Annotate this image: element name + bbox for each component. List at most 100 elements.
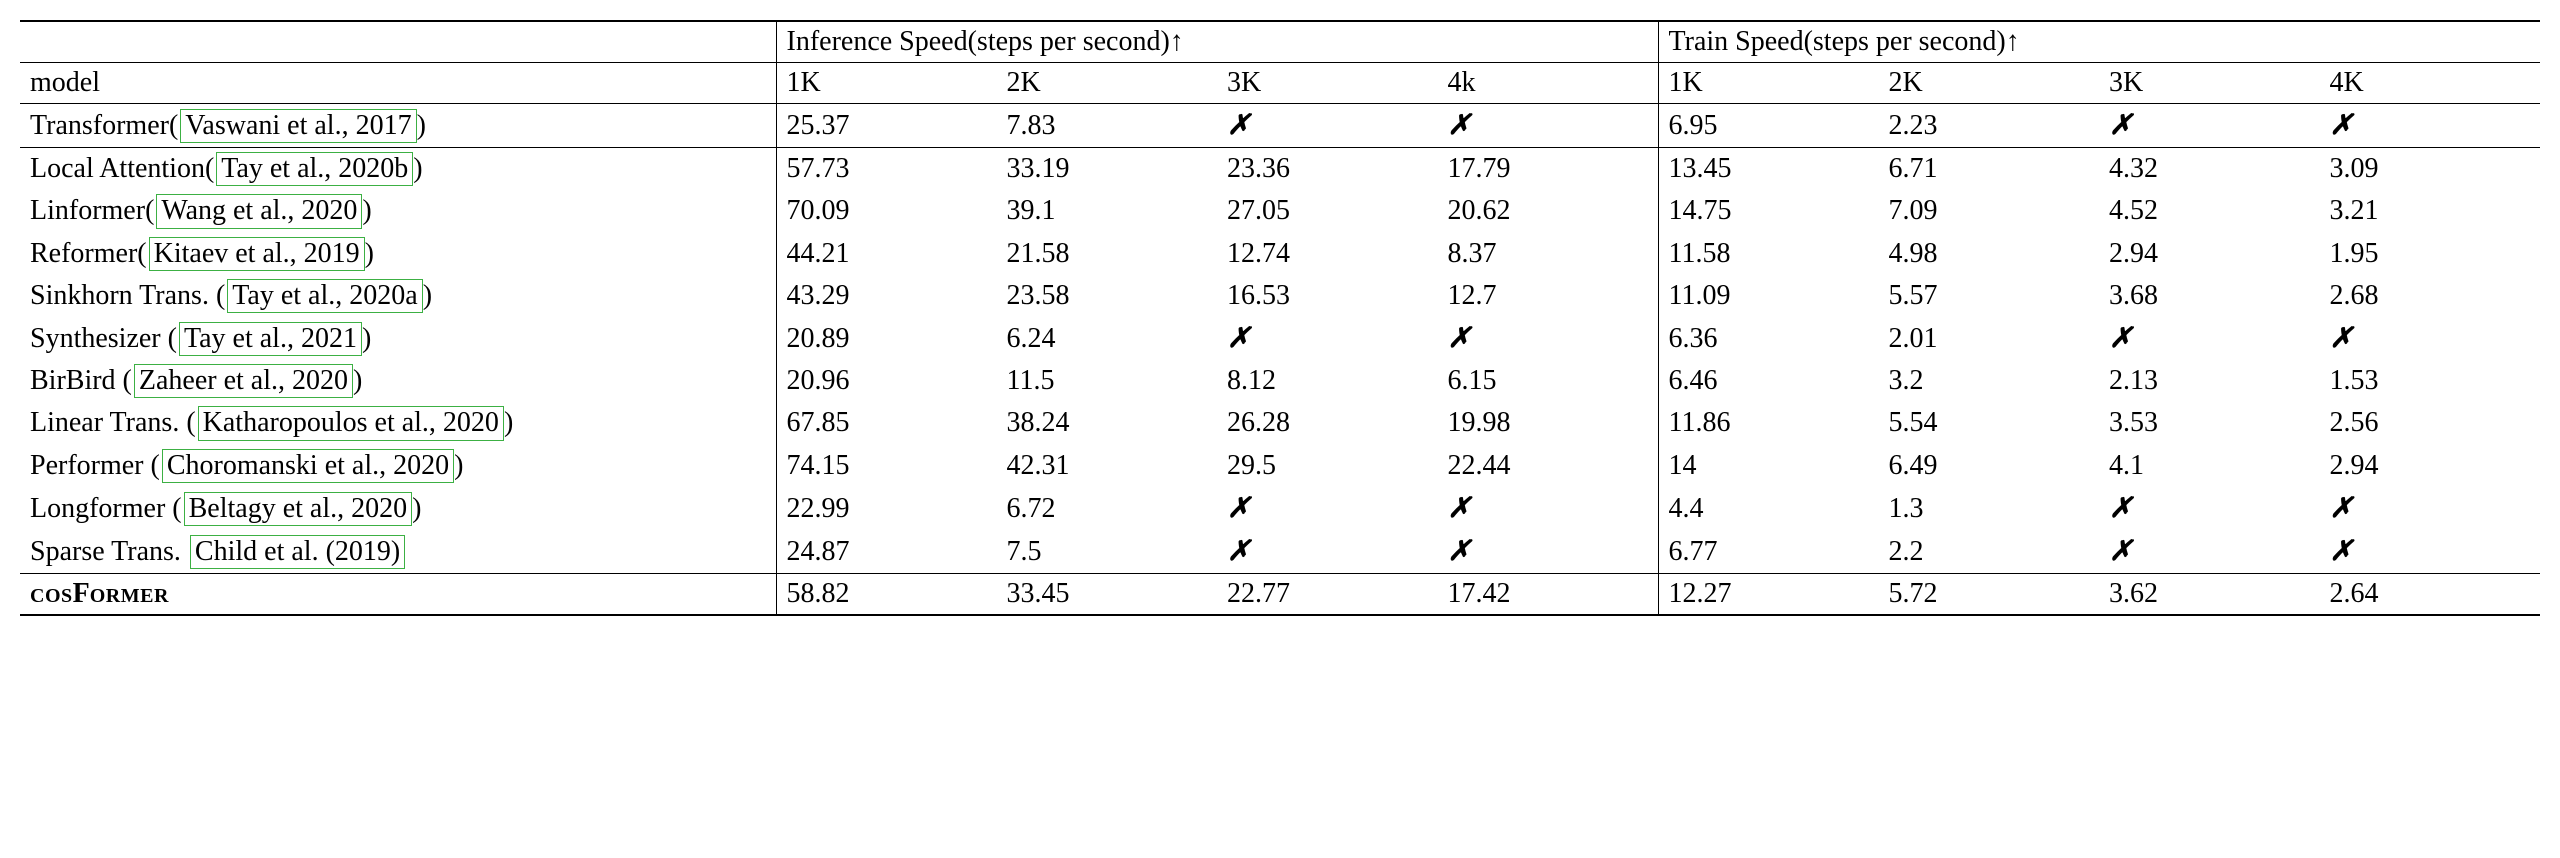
table-cell: 4.52: [2099, 190, 2320, 232]
table-cell: ✗: [1217, 104, 1438, 148]
table-cell: 39.1: [997, 190, 1218, 232]
header-empty: [20, 21, 776, 63]
table-cell: 20.96: [776, 360, 997, 402]
table-cell: ✗: [2320, 487, 2541, 530]
table-cell: 5.72: [1879, 574, 2100, 616]
table-row: Linear Trans. (Katharopoulos et al., 202…: [20, 402, 2540, 444]
model-name: Local Attention(Tay et al., 2020b): [20, 148, 776, 191]
model-name: Linformer(Wang et al., 2020): [20, 190, 776, 232]
table-cell: ✗: [1217, 317, 1438, 360]
table-cell: 6.15: [1438, 360, 1659, 402]
table-row: Longformer (Beltagy et al., 2020)22.996.…: [20, 487, 2540, 530]
table-cell: 7.83: [997, 104, 1218, 148]
table-cell: 33.19: [997, 148, 1218, 191]
table-cell: 6.71: [1879, 148, 2100, 191]
table-cell: 12.27: [1658, 574, 1879, 616]
table-cell: 67.85: [776, 402, 997, 444]
table-cell: 6.77: [1658, 530, 1879, 574]
table-cell: 2.01: [1879, 317, 2100, 360]
table-cell: 6.95: [1658, 104, 1879, 148]
table-cell: 58.82: [776, 574, 997, 616]
table-cell: 2.94: [2320, 445, 2541, 487]
header-group-row: Inference Speed(steps per second)↑ Train…: [20, 21, 2540, 63]
table-cell: 16.53: [1217, 275, 1438, 317]
col-inf-2k: 2K: [997, 63, 1218, 104]
table-cell: 13.45: [1658, 148, 1879, 191]
citation-link[interactable]: Beltagy et al., 2020: [184, 492, 413, 526]
col-inf-1k: 1K: [776, 63, 997, 104]
table-cell: 2.56: [2320, 402, 2541, 444]
table-cell: 43.29: [776, 275, 997, 317]
citation-link[interactable]: Child et al. (2019): [190, 535, 405, 569]
table-cell: 1.95: [2320, 233, 2541, 275]
table-cell: 8.12: [1217, 360, 1438, 402]
table-cell: 12.74: [1217, 233, 1438, 275]
table-cell: 5.57: [1879, 275, 2100, 317]
table-cell: ✗: [1217, 487, 1438, 530]
table-cell: 26.28: [1217, 402, 1438, 444]
citation-link[interactable]: Tay et al., 2020a: [227, 279, 422, 313]
table-cell: 38.24: [997, 402, 1218, 444]
table-cell: 3.53: [2099, 402, 2320, 444]
table-cell: 3.68: [2099, 275, 2320, 317]
table-cell: 27.05: [1217, 190, 1438, 232]
citation-link[interactable]: Zaheer et al., 2020: [134, 364, 353, 398]
table-cell: 22.77: [1217, 574, 1438, 616]
citation-link[interactable]: Choromanski et al., 2020: [162, 449, 454, 483]
model-name: Longformer (Beltagy et al., 2020): [20, 487, 776, 530]
table-cell: 11.58: [1658, 233, 1879, 275]
model-name: BirBird (Zaheer et al., 2020): [20, 360, 776, 402]
table-cell: 2.68: [2320, 275, 2541, 317]
model-name: Sparse Trans. Child et al. (2019): [20, 530, 776, 574]
table-cell: ✗: [2320, 104, 2541, 148]
col-inf-3k: 3K: [1217, 63, 1438, 104]
model-name: Reformer(Kitaev et al., 2019): [20, 233, 776, 275]
table-row: Transformer(Vaswani et al., 2017)25.377.…: [20, 104, 2540, 148]
table-cell: 6.72: [997, 487, 1218, 530]
table-cell: 17.79: [1438, 148, 1659, 191]
table-cell: ✗: [1438, 104, 1659, 148]
table-cell: 25.37: [776, 104, 997, 148]
table-cell: 2.2: [1879, 530, 2100, 574]
table-row: Local Attention(Tay et al., 2020b)57.733…: [20, 148, 2540, 191]
table-cell: 17.42: [1438, 574, 1659, 616]
table-cell: 14: [1658, 445, 1879, 487]
citation-link[interactable]: Tay et al., 2021: [179, 322, 362, 356]
table-cell: 1.53: [2320, 360, 2541, 402]
col-inf-4k: 4k: [1438, 63, 1659, 104]
table-cell: 29.5: [1217, 445, 1438, 487]
table-cell: 22.44: [1438, 445, 1659, 487]
table-cell: ✗: [2099, 487, 2320, 530]
table-row-cosformer: cosFormer58.8233.4522.7717.4212.275.723.…: [20, 574, 2540, 616]
table-cell: ✗: [2099, 104, 2320, 148]
table-cell: 4.4: [1658, 487, 1879, 530]
citation-link[interactable]: Vaswani et al., 2017: [180, 109, 416, 143]
table-cell: 11.86: [1658, 402, 1879, 444]
table-cell: 22.99: [776, 487, 997, 530]
table-cell: 14.75: [1658, 190, 1879, 232]
model-name: Performer (Choromanski et al., 2020): [20, 445, 776, 487]
model-name: Transformer(Vaswani et al., 2017): [20, 104, 776, 148]
table-cell: 70.09: [776, 190, 997, 232]
col-tr-2k: 2K: [1879, 63, 2100, 104]
table-row: BirBird (Zaheer et al., 2020)20.9611.58.…: [20, 360, 2540, 402]
table-cell: 6.24: [997, 317, 1218, 360]
table-cell: ✗: [1217, 530, 1438, 574]
header-inference: Inference Speed(steps per second)↑: [776, 21, 1658, 63]
table-cell: 24.87: [776, 530, 997, 574]
col-tr-1k: 1K: [1658, 63, 1879, 104]
table-cell: 2.13: [2099, 360, 2320, 402]
citation-link[interactable]: Kitaev et al., 2019: [149, 237, 365, 271]
table-cell: ✗: [1438, 317, 1659, 360]
speed-comparison-table: Inference Speed(steps per second)↑ Train…: [20, 20, 2540, 616]
table-row: Linformer(Wang et al., 2020)70.0939.127.…: [20, 190, 2540, 232]
citation-link[interactable]: Wang et al., 2020: [156, 194, 362, 228]
table-row: Synthesizer (Tay et al., 2021)20.896.24✗…: [20, 317, 2540, 360]
table-cell: 11.09: [1658, 275, 1879, 317]
table-cell: 4.1: [2099, 445, 2320, 487]
table-cell: ✗: [1438, 530, 1659, 574]
citation-link[interactable]: Katharopoulos et al., 2020: [198, 406, 504, 440]
citation-link[interactable]: Tay et al., 2020b: [216, 152, 413, 186]
table-cell: 4.32: [2099, 148, 2320, 191]
table-cell: 7.5: [997, 530, 1218, 574]
